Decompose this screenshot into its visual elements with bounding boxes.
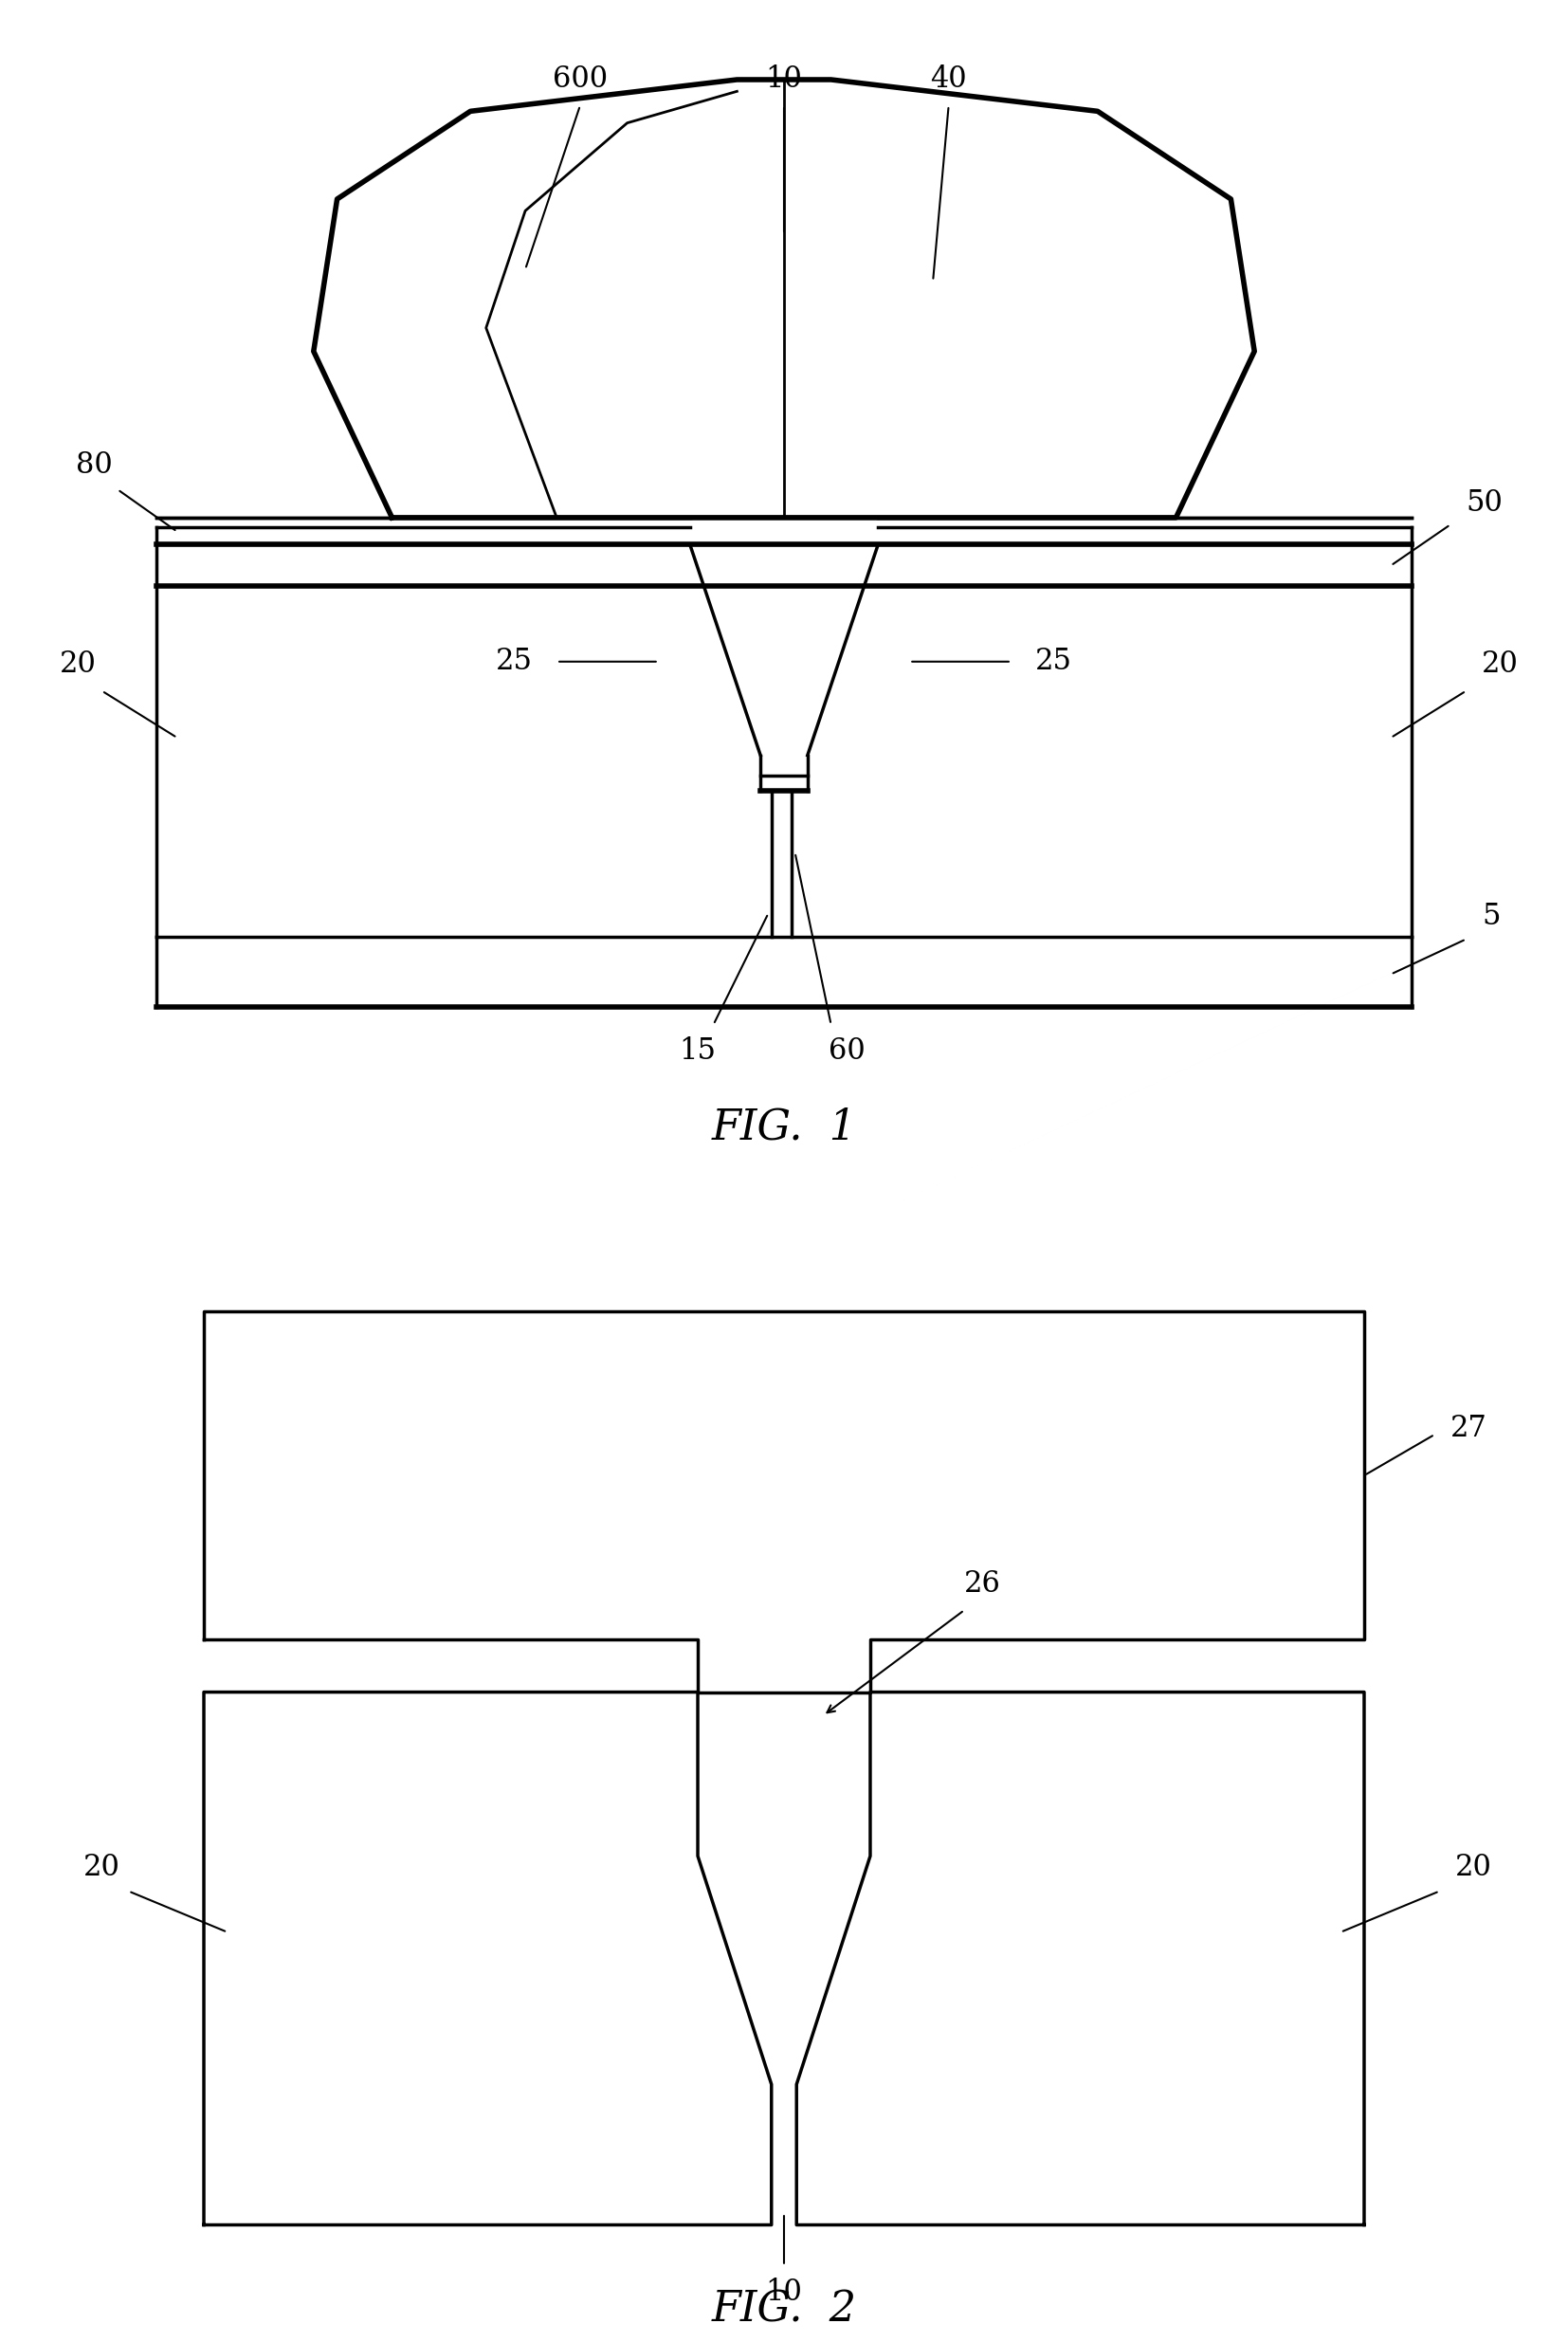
Text: 50: 50 [1466, 487, 1504, 518]
Text: 25: 25 [495, 646, 533, 677]
Text: 26: 26 [964, 1569, 1002, 1597]
Text: 27: 27 [1450, 1415, 1488, 1443]
Text: 5: 5 [1482, 902, 1501, 932]
Polygon shape [797, 1691, 1364, 2225]
Text: 20: 20 [1482, 649, 1519, 679]
Text: 20: 20 [83, 1853, 121, 1883]
Text: 40: 40 [930, 63, 967, 94]
Text: 600: 600 [552, 63, 608, 94]
Text: 25: 25 [1035, 646, 1073, 677]
Text: 15: 15 [679, 1035, 717, 1066]
Text: 10: 10 [765, 2276, 803, 2307]
Polygon shape [314, 80, 1254, 518]
Text: 80: 80 [75, 450, 113, 480]
Text: 20: 20 [60, 649, 97, 679]
Polygon shape [204, 1312, 1364, 1691]
Text: 10: 10 [765, 63, 803, 94]
Text: FIG.  1: FIG. 1 [712, 1108, 856, 1148]
Text: 60: 60 [828, 1035, 866, 1066]
Text: 20: 20 [1455, 1853, 1493, 1883]
Text: FIG.  2: FIG. 2 [712, 2290, 856, 2330]
Polygon shape [204, 1691, 771, 2225]
